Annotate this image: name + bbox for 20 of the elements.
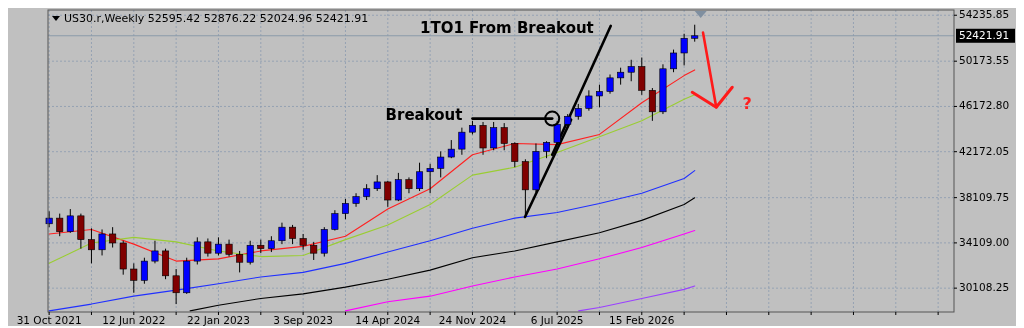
y-tick-label: 46172.80	[959, 99, 1010, 112]
annotation: ?	[742, 93, 752, 113]
x-tick-label: 6 Jul 2025	[530, 314, 584, 326]
x-tick-label: 15 Feb 2026	[609, 314, 675, 326]
y-tick-label: 50173.55	[959, 54, 1010, 67]
x-tick-label: 24 Nov 2024	[438, 314, 507, 326]
y-tick-label: 38109.75	[959, 190, 1010, 203]
y-tick-label: 54235.85	[959, 8, 1010, 21]
annotation: Breakout	[385, 106, 463, 125]
x-tick-label: 31 Oct 2021	[16, 314, 82, 326]
x-tick-label: 3 Sep 2023	[273, 314, 334, 326]
y-tick-label: 34109.00	[959, 235, 1010, 248]
x-tick-label: 14 Apr 2024	[355, 314, 421, 326]
x-tick-label: 12 Jun 2022	[102, 314, 166, 326]
y-tick-label: 30108.25	[959, 281, 1010, 294]
ref-line-label: 52421.91	[959, 28, 1010, 41]
chart-title: US30.r,Weekly 52595.42 52876.22 52024.96 52421.91	[64, 12, 369, 25]
annotation: 1TO1 From Breakout	[420, 19, 594, 38]
x-tick-label: 22 Jan 2023	[186, 314, 250, 326]
y-tick-label: 42172.05	[959, 144, 1010, 157]
